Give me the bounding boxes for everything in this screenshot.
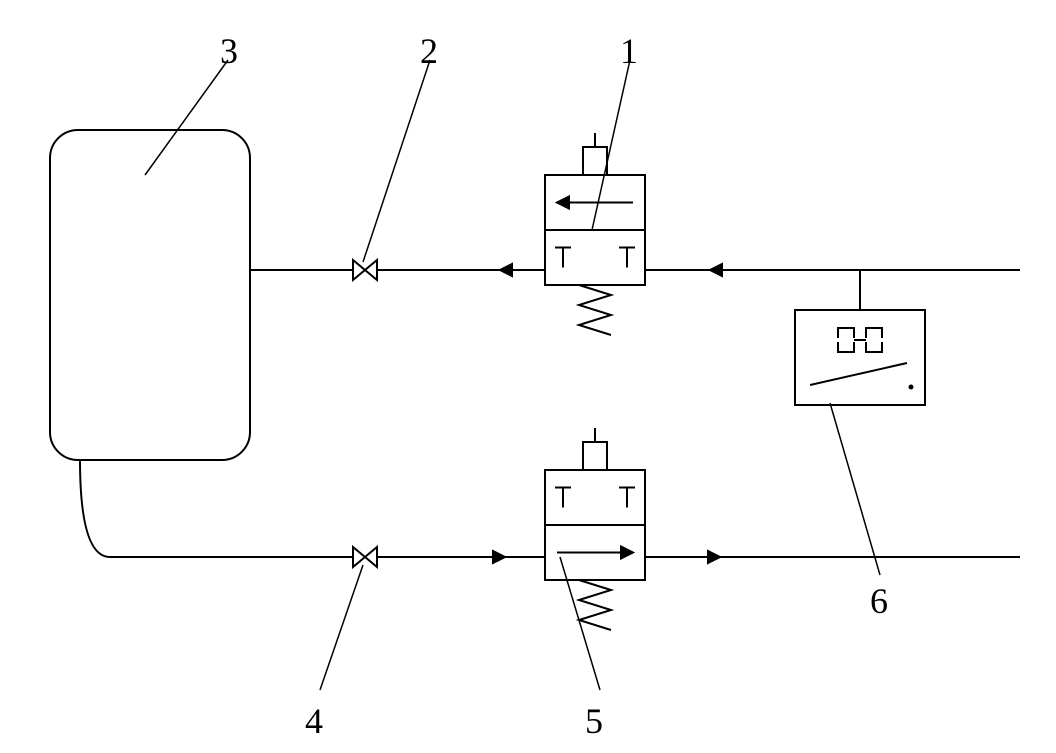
label-4: 4 [305, 700, 323, 742]
label-3: 3 [220, 30, 238, 72]
label-6: 6 [870, 580, 888, 622]
schematic-diagram [0, 0, 1056, 753]
label-2: 2 [420, 30, 438, 72]
label-1: 1 [620, 30, 638, 72]
label-5: 5 [585, 700, 603, 742]
